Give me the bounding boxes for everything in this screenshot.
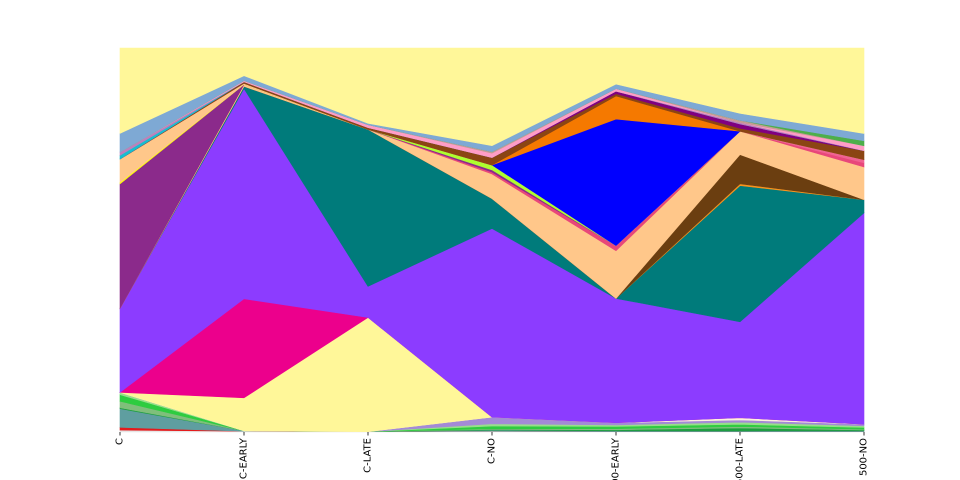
- x-tick-label: C: [115, 438, 126, 445]
- x-tick-label: 500-EARLY: [611, 437, 622, 480]
- x-tick-label: C-EARLY: [239, 437, 250, 479]
- x-tick-label: C-NO: [487, 438, 498, 464]
- x-tick-label: C-LATE: [363, 438, 374, 473]
- area-layers: [119, 47, 865, 433]
- x-tick-label: 500-NO: [859, 438, 870, 476]
- area-series-32: [119, 47, 865, 146]
- x-axis-ticks: C C-EARLY C-LATE C-NO 500-EARLY 500-LATE 500-N…: [115, 432, 870, 480]
- x-tick-label: 500-LATE: [735, 438, 746, 480]
